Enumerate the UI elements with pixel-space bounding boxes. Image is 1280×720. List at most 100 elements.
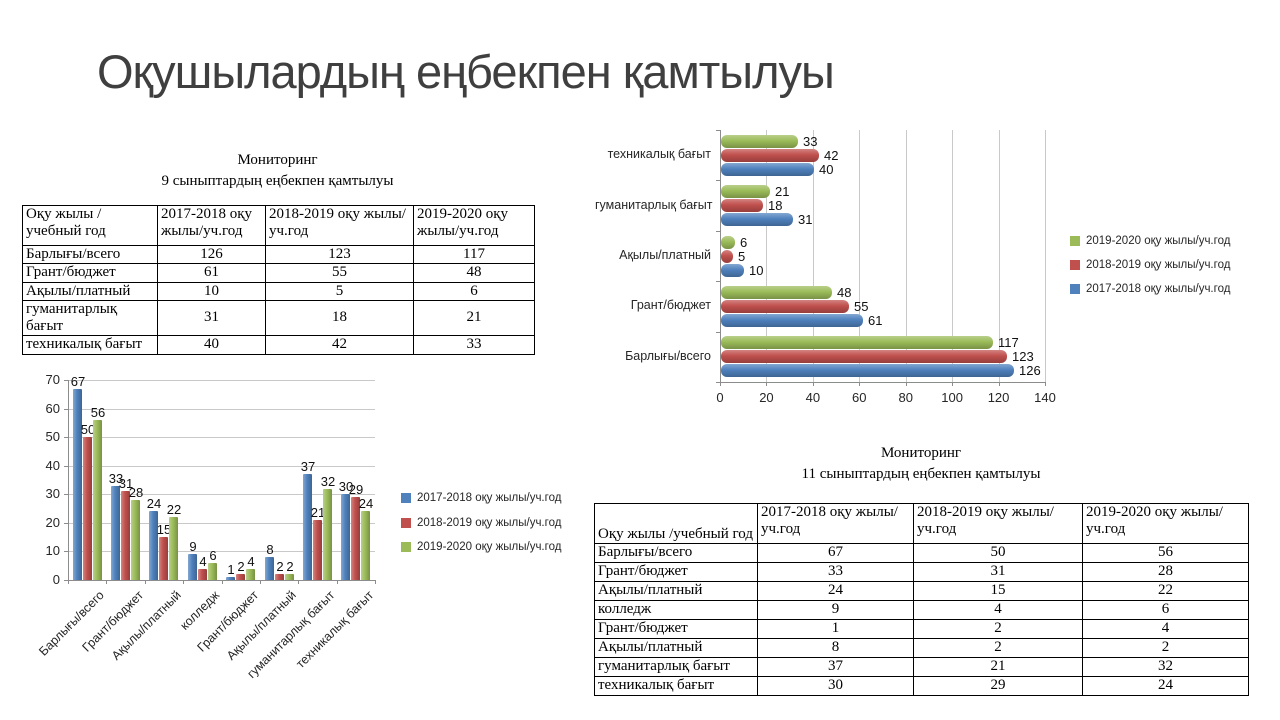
legend-swatch (401, 542, 411, 552)
value-cell: 40 (157, 335, 266, 355)
value-cell: 50 (913, 543, 1083, 563)
axis-tick (716, 180, 720, 181)
gridline (68, 409, 375, 410)
value-axis (68, 380, 69, 580)
bar-value-label: 55 (854, 299, 869, 314)
bar (721, 286, 832, 299)
bar-value-label: 2 (237, 559, 245, 574)
bar-value-label: 33 (108, 471, 124, 486)
row-label-cell: Грант/бюджет (594, 562, 758, 582)
value-cell: 48 (413, 263, 535, 283)
bar (721, 199, 763, 212)
row-label-cell: гуманитарлық бағыт (594, 657, 758, 677)
x-tick-label: 140 (1034, 390, 1056, 405)
value-cell: 29 (913, 676, 1083, 696)
value-cell: 2 (913, 638, 1083, 658)
value-cell: 18 (265, 299, 414, 337)
table-row: Грант/бюджет 1 2 4 (594, 619, 1249, 639)
legend-swatch (401, 518, 411, 528)
bar-value-label: 28 (128, 485, 144, 500)
bar (721, 336, 993, 349)
gridline (859, 130, 861, 382)
table9-caption-line2: 9 сыныптардың еңбекпен қамтылуы (161, 173, 394, 189)
bar-value-label: 40 (819, 162, 834, 177)
axis-tick (145, 580, 146, 584)
axis-tick (68, 580, 69, 584)
category-axis (720, 382, 1045, 383)
row-label-cell: Грант/бюджет (594, 619, 758, 639)
axis-tick (998, 382, 1000, 386)
bar (131, 500, 140, 580)
value-cell: 126 (157, 244, 266, 265)
bar (721, 250, 733, 263)
axis-tick (64, 494, 68, 495)
header-cell: Оқу жылы /учебный год (22, 205, 158, 246)
axis-tick (64, 380, 68, 381)
value-cell: 15 (913, 581, 1083, 601)
bar (111, 486, 120, 580)
value-cell: 30 (757, 676, 914, 696)
value-cell: 2 (1082, 638, 1249, 658)
bar-value-label: 24 (146, 496, 162, 511)
category-axis (68, 580, 375, 581)
axis-tick (64, 551, 68, 552)
bar (721, 236, 735, 249)
bar (313, 520, 322, 580)
axis-tick (337, 580, 338, 584)
x-tick-label: 120 (987, 390, 1010, 405)
bar (226, 577, 235, 580)
gridline (68, 437, 375, 438)
legend-label: 2017-2018 оқу жылы/уч.год (417, 492, 562, 504)
value-cell: 33 (413, 335, 535, 355)
bar (721, 350, 1007, 363)
row-label-cell: Ақылы/платный (22, 281, 158, 301)
header-cell: 2018-2019 оқу жылы/уч.год (913, 503, 1083, 544)
bar (159, 537, 168, 580)
bar (721, 163, 814, 176)
axis-tick (952, 382, 954, 386)
x-tick-label: 80 (898, 390, 913, 405)
value-cell: 21 (913, 657, 1083, 677)
bar (236, 574, 245, 580)
axis-tick (716, 382, 720, 383)
category-label: Барлығы/всего (625, 349, 711, 363)
value-cell: 4 (1082, 619, 1249, 639)
category-label: Ақылы/платный (619, 248, 711, 262)
axis-tick (64, 409, 68, 410)
table-header-row: Оқу жылы /учебный год 2017-2018 оқу жылы/… (22, 205, 535, 246)
gridline (905, 130, 907, 382)
legend-swatch (1070, 260, 1080, 270)
table-body: Барлығы/всего 126 123 117 Грант/бюджет 61 55 48… (22, 244, 535, 355)
bar-value-label: 5 (738, 249, 746, 264)
table-body: Барлығы/всего 67 50 56 Грант/бюджет 33 31 28 Ақы… (594, 543, 1249, 696)
bar-value-label: 2 (286, 559, 294, 574)
value-cell: 4 (913, 600, 1083, 620)
legend-label: 2018-2019 оқу жылы/уч.год (417, 517, 562, 529)
x-tick-label: 20 (759, 390, 774, 405)
category-label: техникалық бағыт (607, 147, 711, 161)
row-label-cell: Ақылы/платный (594, 581, 758, 601)
legend-item: 2019-2020 оқу жылы/уч.год (1070, 235, 1230, 247)
table-row: техникалық бағыт 30 29 24 (594, 676, 1249, 696)
header-cell: Оқу жылы /учебный год (594, 503, 758, 544)
bar-value-label: 32 (320, 474, 336, 489)
bar-value-label: 18 (768, 198, 783, 213)
bar (188, 554, 197, 580)
bar-value-label: 67 (70, 374, 86, 389)
y-tick-label: 50 (45, 429, 60, 444)
legend-label: 2019-2020 оқу жылы/уч.год (1086, 235, 1231, 247)
legend-item: 2017-2018 оқу жылы/уч.год (1070, 283, 1230, 295)
value-cell: 6 (413, 281, 535, 301)
header-cell: 2019-2020 оқу жылы/уч.год (413, 205, 535, 246)
slide-title: Оқушылардың еңбекпен қамтылуы (97, 45, 835, 98)
header-cell: 2018-2019 оқу жылы/уч.год (265, 205, 414, 246)
table-row: Барлығы/всего 126 123 117 (22, 244, 535, 265)
value-cell: 31 (157, 299, 266, 337)
value-cell: 22 (1082, 581, 1249, 601)
bar-value-label: 56 (90, 405, 106, 420)
axis-tick (183, 580, 184, 584)
value-axis (720, 130, 721, 382)
value-cell: 56 (1082, 543, 1249, 563)
bar (275, 574, 284, 580)
bar (265, 557, 274, 580)
